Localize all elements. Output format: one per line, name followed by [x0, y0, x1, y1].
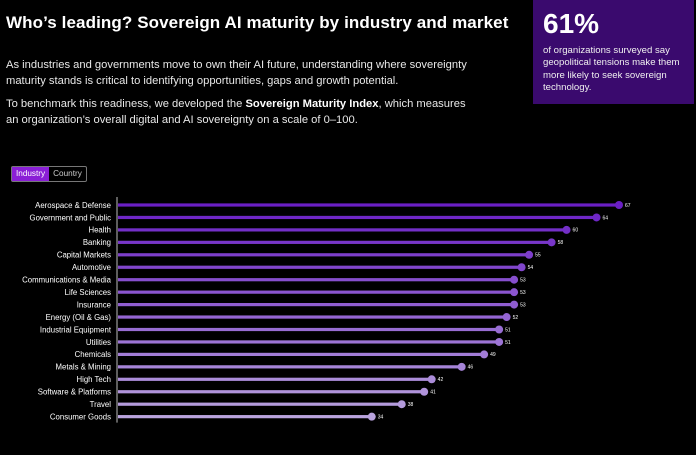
index-name: Sovereign Maturity Index: [245, 98, 379, 110]
category-label: Chemicals: [75, 350, 111, 359]
data-point[interactable]: [480, 350, 489, 359]
data-point[interactable]: [495, 337, 504, 346]
bar-stem: [118, 352, 485, 356]
bar-stem: [118, 327, 500, 332]
bar-stem: [118, 203, 619, 207]
bar-stem: [118, 265, 522, 269]
bar-stem: [118, 377, 432, 381]
data-point[interactable]: [615, 201, 623, 209]
data-point[interactable]: [510, 275, 519, 284]
value-label: 51: [505, 327, 511, 333]
bar-stem: [118, 278, 515, 282]
category-label: Consumer Goods: [50, 412, 111, 421]
stat-callout: 61% of organizations surveyed say geopol…: [533, 0, 694, 104]
bar-stem: [118, 253, 530, 257]
stat-value: 61%: [543, 8, 600, 39]
bar-stem: [118, 340, 500, 344]
category-label: Health: [88, 226, 111, 235]
category-label: Automotive: [72, 263, 111, 272]
value-label: 54: [528, 265, 534, 271]
value-label: 41: [430, 390, 436, 396]
data-point[interactable]: [562, 225, 571, 234]
toggle-country[interactable]: Country: [53, 169, 82, 178]
data-point[interactable]: [592, 213, 601, 222]
category-label: Software & Platforms: [38, 388, 111, 397]
category-label: Insurance: [77, 300, 111, 309]
category-label: Communications & Media: [22, 276, 111, 285]
value-label: 49: [490, 352, 496, 358]
data-point[interactable]: [510, 288, 519, 297]
bar-stem: [118, 228, 567, 232]
bar-stem: [118, 240, 552, 244]
bar-stem: [118, 415, 372, 419]
bar-stem: [118, 303, 515, 307]
value-label: 64: [603, 215, 609, 221]
page-title: Who’s leading? Sovereign AI maturity by …: [6, 13, 509, 32]
data-point[interactable]: [367, 412, 376, 421]
data-point[interactable]: [510, 300, 519, 309]
bar-stem: [118, 290, 515, 294]
toggle-industry[interactable]: Industry: [12, 167, 50, 181]
bar-stem: [118, 390, 425, 394]
value-label: 55: [535, 253, 541, 259]
data-point[interactable]: [547, 238, 556, 247]
value-label: 60: [573, 228, 579, 234]
para2-prefix: To benchmark this readiness, we develope…: [6, 98, 246, 110]
data-point[interactable]: [420, 387, 429, 396]
data-point[interactable]: [502, 313, 511, 322]
category-label: Metals & Mining: [56, 363, 111, 372]
category-label: Energy (Oil & Gas): [46, 313, 112, 322]
bar-stem: [118, 315, 507, 319]
value-label: 46: [468, 365, 474, 371]
category-label: Aerospace & Defense: [35, 201, 111, 210]
maturity-chart: Aerospace & Defense 67 Government and Publ…: [22, 197, 631, 423]
value-label: 42: [438, 377, 444, 383]
category-label: High Tech: [76, 375, 111, 384]
category-label: Utilities: [86, 338, 111, 347]
value-label: 34: [378, 414, 384, 420]
data-point[interactable]: [427, 375, 436, 384]
data-point[interactable]: [397, 400, 406, 409]
benchmark-paragraph: To benchmark this readiness, we develope…: [6, 96, 476, 128]
category-label: Life Sciences: [65, 288, 111, 297]
category-label: Banking: [83, 238, 111, 247]
bar-stem: [118, 365, 462, 369]
intro-paragraph: As industries and governments move to ow…: [6, 59, 467, 87]
data-point[interactable]: [525, 250, 534, 259]
category-label: Travel: [90, 400, 112, 409]
bar-stem: [118, 215, 597, 220]
value-label: 58: [558, 240, 564, 246]
value-label: 53: [520, 302, 526, 308]
data-point[interactable]: [517, 263, 526, 272]
value-label: 38: [408, 402, 414, 408]
category-label: Government and Public: [30, 213, 112, 222]
value-label: 51: [505, 340, 511, 346]
value-label: 52: [513, 315, 519, 321]
view-toggle: Industry Country: [11, 166, 87, 182]
data-point[interactable]: [495, 325, 504, 334]
para2-suffix: , which measures an organization’s overa…: [6, 98, 466, 126]
value-label: 53: [520, 278, 526, 284]
category-label: Industrial Equipment: [40, 325, 112, 334]
stat-text: of organizations surveyed say geopolitic…: [543, 45, 680, 94]
category-label: Capital Markets: [57, 251, 111, 260]
value-label: 53: [520, 290, 526, 296]
bar-stem: [118, 402, 402, 406]
data-point[interactable]: [457, 362, 466, 371]
value-label: 67: [625, 203, 631, 209]
